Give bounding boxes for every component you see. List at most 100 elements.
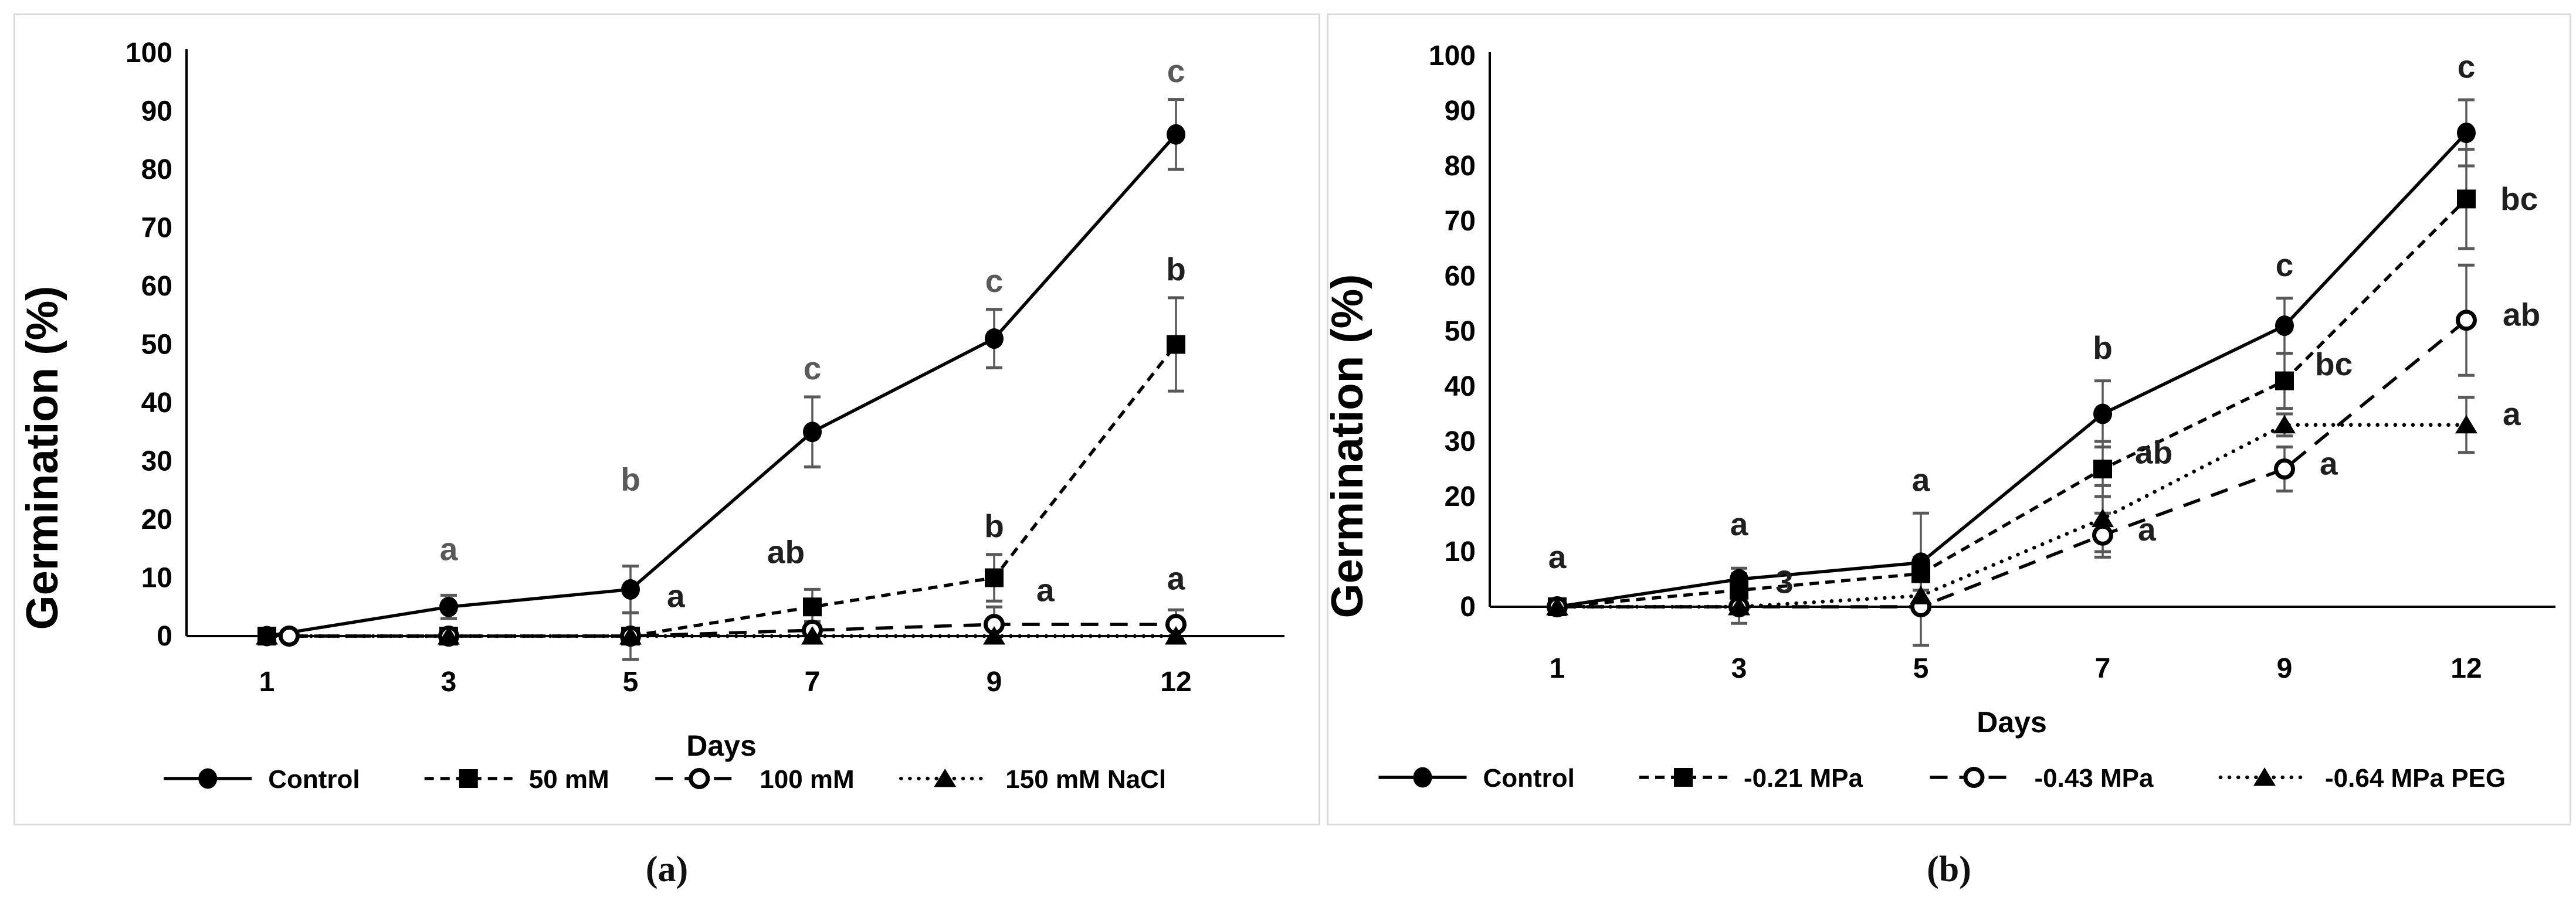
y-axis-title: Germination (%) bbox=[1328, 274, 1372, 618]
x-tick-label: 7 bbox=[2095, 653, 2111, 684]
marker-filled-triangle-150-mm-nacl bbox=[1165, 626, 1187, 645]
caption-a-text: (a) bbox=[645, 849, 689, 889]
caption-panel-a: (a) bbox=[13, 843, 1320, 896]
marker-open-circle-100-mm bbox=[279, 626, 300, 647]
x-tick-label: 9 bbox=[2277, 653, 2293, 684]
marker-filled-square--0-21-mpa bbox=[2457, 189, 2476, 209]
legend-marker-filled-circle bbox=[1413, 767, 1432, 788]
marker-filled-triangle-150-mm-nacl bbox=[983, 626, 1005, 645]
x-tick-label: 5 bbox=[1913, 653, 1929, 684]
significance-letter: ab bbox=[2503, 297, 2540, 333]
series-markers bbox=[256, 124, 1187, 647]
x-tick-label: 1 bbox=[259, 667, 275, 698]
marker-filled-square--0-21-mpa bbox=[2275, 371, 2294, 390]
significance-letter: b bbox=[621, 461, 640, 497]
x-tick-label: 7 bbox=[805, 667, 821, 698]
legend-label: -0.64 MPa PEG bbox=[2325, 764, 2506, 793]
x-axis-title: Days bbox=[686, 729, 757, 762]
series-line-control bbox=[266, 133, 1178, 638]
y-tick-label: 80 bbox=[1445, 151, 1476, 182]
marker-filled-square-50-mm bbox=[803, 597, 822, 617]
series-lines bbox=[265, 133, 1178, 638]
marker-filled-square--0-21-mpa bbox=[1911, 564, 1930, 583]
marker-filled-triangle-150-mm-nacl bbox=[801, 626, 823, 645]
y-tick-label: 20 bbox=[141, 504, 172, 535]
legend-marker-filled-circle bbox=[198, 768, 218, 789]
significance-letter: a bbox=[1912, 462, 1930, 498]
marker-filled-triangle--0-64-mpa-peg bbox=[2273, 414, 2296, 434]
y-tick-label: 70 bbox=[141, 213, 172, 244]
marker-filled-triangle--0-64-mpa-peg bbox=[2455, 414, 2477, 434]
legend: Control 50 mM 100 mM 150 mM NaCl bbox=[164, 765, 1166, 794]
y-tick-label: 70 bbox=[1445, 206, 1476, 237]
significance-letter: 3 bbox=[1775, 564, 1794, 600]
significance-letter: c bbox=[2276, 247, 2294, 283]
marker-filled-circle-control bbox=[2275, 315, 2294, 337]
series-lines bbox=[1555, 131, 2469, 609]
significance-letter: c bbox=[2458, 49, 2476, 85]
legend-label: 50 mM bbox=[529, 765, 609, 794]
y-tick-label: 90 bbox=[1445, 96, 1476, 127]
significance-letter: a bbox=[1036, 572, 1055, 608]
marker-filled-triangle-150-mm-nacl bbox=[256, 626, 278, 645]
y-tick-label: 60 bbox=[141, 271, 172, 302]
significance-letter: a bbox=[440, 531, 458, 567]
significance-letter: b bbox=[984, 508, 1004, 544]
marker-open-circle--0-43-mpa bbox=[2092, 524, 2113, 546]
y-tick-label: 30 bbox=[1445, 426, 1476, 457]
marker-filled-circle-control bbox=[803, 422, 822, 443]
y-tick-label: 10 bbox=[141, 563, 172, 594]
x-axis-title: Days bbox=[1977, 706, 2047, 739]
marker-filled-square-50-mm bbox=[1167, 335, 1185, 354]
marker-filled-square--0-21-mpa bbox=[2093, 460, 2112, 478]
legend-marker-open-circle bbox=[1963, 767, 1985, 788]
peg-germination-line-chart: 0 10 20 30 40 50 60 70 80 90 100 1 3 5 7 9 12 Days Germina… bbox=[1328, 40, 2555, 793]
x-tick-label: 5 bbox=[623, 667, 639, 698]
legend-marker-filled-triangle bbox=[2253, 767, 2276, 786]
y-axis-title: Germination (%) bbox=[18, 286, 67, 630]
marker-filled-circle-control bbox=[2457, 123, 2476, 144]
marker-filled-circle-control bbox=[1167, 124, 1185, 145]
caption-panel-b: (b) bbox=[1327, 843, 2571, 896]
y-tick-label: 30 bbox=[141, 446, 172, 477]
legend-label: Control bbox=[1483, 764, 1575, 793]
significance-letter: a bbox=[2503, 396, 2521, 432]
x-tick-label: 12 bbox=[1160, 667, 1191, 698]
marker-filled-circle-control bbox=[439, 596, 458, 617]
marker-filled-triangle--0-64-mpa-peg bbox=[2092, 508, 2114, 528]
y-tick-label: 50 bbox=[1445, 316, 1476, 347]
significance-letter: b bbox=[2093, 329, 2113, 366]
marker-filled-triangle-150-mm-nacl bbox=[438, 626, 460, 645]
significance-letter: a bbox=[2320, 445, 2338, 481]
legend-label: -0.43 MPa bbox=[2035, 764, 2154, 793]
y-tick-label: 0 bbox=[1460, 592, 1476, 623]
series-line--0-64-mpa-peg bbox=[1555, 423, 2469, 609]
y-tick-label: 50 bbox=[141, 329, 172, 361]
legend-marker-filled-square bbox=[459, 769, 478, 788]
significance-letter: c bbox=[1167, 53, 1185, 89]
series-line-100-mm bbox=[289, 623, 1176, 638]
series-line-control bbox=[1557, 131, 2468, 609]
x-tick-label: 3 bbox=[441, 667, 457, 698]
significance-letter: bc bbox=[2500, 181, 2538, 217]
marker-filled-triangle--0-64-mpa-peg bbox=[1728, 597, 1750, 616]
significance-letter: c bbox=[985, 263, 1004, 299]
y-tick-label: 90 bbox=[141, 96, 172, 127]
x-tick-label: 1 bbox=[1550, 653, 1565, 684]
axes: 0 10 20 30 40 50 60 70 80 90 100 1 3 5 7 9 12 Days Germina… bbox=[1328, 40, 2555, 739]
axes: 0 10 20 30 40 50 60 70 80 90 100 1 3 5 7 9 12 Days Germina… bbox=[18, 38, 1284, 762]
significance-letter: a bbox=[2138, 511, 2156, 548]
marker-filled-circle-control bbox=[985, 328, 1004, 349]
y-tick-label: 60 bbox=[1445, 261, 1476, 292]
significance-letter: b bbox=[1166, 251, 1186, 287]
y-tick-label: 100 bbox=[1429, 40, 1476, 72]
caption-b-text: (b) bbox=[1927, 849, 1971, 889]
marker-filled-triangle--0-64-mpa-peg bbox=[1910, 586, 1932, 604]
significance-letter: a bbox=[1730, 506, 1748, 542]
marker-filled-circle-control bbox=[2093, 403, 2112, 424]
marker-open-circle--0-43-mpa bbox=[2456, 310, 2477, 331]
legend-label: Control bbox=[268, 765, 360, 794]
significance-letter: c bbox=[804, 350, 822, 386]
nacl-germination-line-chart: 0 10 20 30 40 50 60 70 80 90 100 1 3 5 7 9 12 Days Germina… bbox=[18, 38, 1284, 794]
